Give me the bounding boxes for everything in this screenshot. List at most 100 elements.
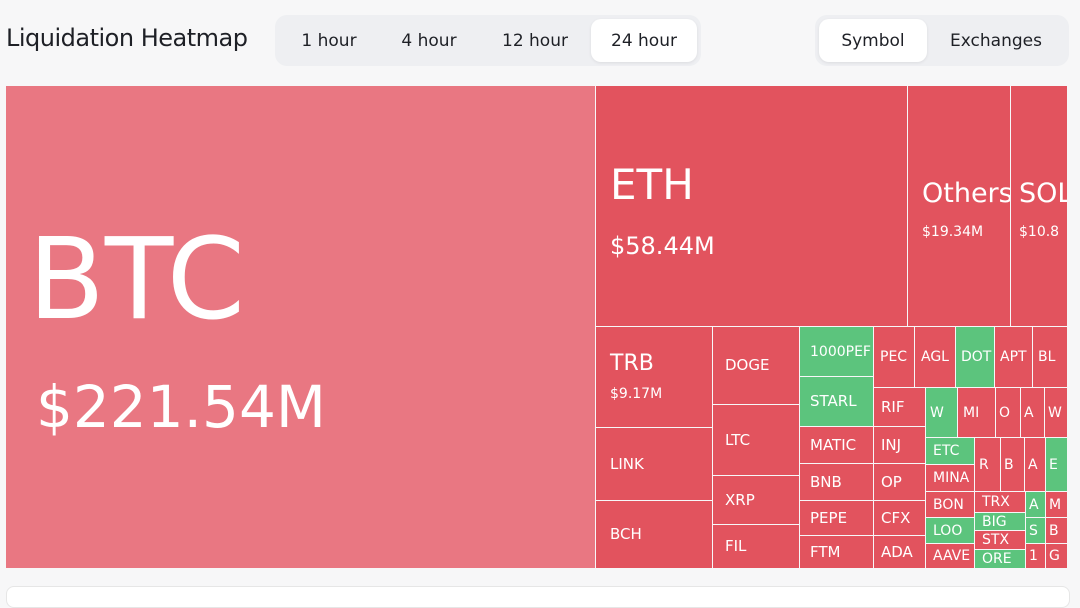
tab[interactable]: 12 hour [502,30,568,51]
tile-label: DOGE [725,356,770,374]
tile-label: TRB [610,351,654,376]
heatmap-tile[interactable]: ORE [975,550,1025,568]
tile-label: PEPE [810,508,848,527]
heatmap-tile[interactable]: TRX [975,492,1025,512]
heatmap-tile[interactable]: BTC $221.54M [6,86,595,568]
tile-label: FIL [725,537,747,555]
tile-value: $9.17M [610,386,663,402]
heatmap-tile[interactable]: BCH [596,501,712,568]
tile-label: BL [1038,349,1056,365]
tile-label: BIG [982,513,1007,530]
tile-label: A [1028,456,1038,473]
heatmap-tile[interactable]: 1000PEF [800,327,873,376]
tile-label: CFX [881,508,911,527]
heatmap-tile[interactable]: OP [874,464,925,500]
heatmap-tile[interactable]: TRB $9.17M [596,327,712,427]
heatmap-tile[interactable]: M [1046,492,1067,517]
heatmap-tile[interactable]: BNB [800,464,873,500]
heatmap-tile[interactable]: INJ [874,427,925,463]
tile-label: M [1049,496,1062,513]
heatmap-tile[interactable]: AAVE [926,544,974,568]
heatmap-tile[interactable]: R [975,438,1000,491]
heatmap-tile[interactable]: FTM [800,536,873,568]
tile-label: B [1004,456,1014,473]
tile-label: LTC [725,430,751,449]
heatmap-tile[interactable]: MATIC [800,427,873,463]
heatmap-tile[interactable]: B [1046,518,1067,543]
tile-label: R [979,456,989,473]
tile-label: BNB [810,472,842,491]
tab[interactable]: Symbol [819,19,927,62]
heatmap-tile[interactable]: XRP [713,476,799,524]
heatmap-tile[interactable]: BIG [975,513,1025,530]
heatmap-tile[interactable]: LTC [713,405,799,475]
view-tab-group: Symbol Exchanges [815,15,1069,66]
heatmap-tile[interactable]: DOGE [713,327,799,404]
tile-value: $221.54M [36,373,326,441]
tile-label: BTC [28,215,245,345]
heatmap-tile[interactable]: A [1025,438,1045,491]
tile-label: STARL [810,392,857,410]
tile-label: MI [963,404,980,421]
heatmap-tile[interactable]: W [926,388,957,437]
tile-label: LOO [933,522,963,539]
heatmap-tile[interactable]: W [1045,388,1067,437]
heatmap-tile[interactable]: 1 [1026,544,1045,568]
panel-edge [6,586,1070,608]
heatmap-tile[interactable]: BL [1033,327,1067,387]
heatmap-tile[interactable]: AGL [915,327,955,387]
heatmap-tile[interactable]: MI [958,388,995,437]
heatmap-tile[interactable]: STARL [800,377,873,426]
heatmap-tile[interactable]: G [1046,544,1067,568]
tile-label: ORE [982,551,1012,567]
heatmap-tile[interactable]: PEPE [800,501,873,535]
tile-label: TRX [982,494,1010,510]
tile-label: O [999,404,1011,421]
heatmap-tile[interactable]: A [1021,388,1044,437]
heatmap-tile[interactable]: LINK [596,428,712,500]
heatmap-tile[interactable]: MINA [926,465,974,491]
tile-label: STX [982,532,1010,548]
tile-value: $19.34M [922,224,984,240]
heatmap-tile[interactable]: Others $19.34M [908,86,1010,326]
heatmap-tile[interactable]: B [1001,438,1024,491]
tile-label: INJ [881,435,902,454]
tile-label: AAVE [933,548,971,564]
heatmap-tile[interactable]: RIF [874,388,925,426]
tile-label: XRP [725,490,755,509]
heatmap-tile[interactable]: ETC [926,438,974,464]
heatmap-tile[interactable]: O [996,388,1020,437]
tile-label: MINA [933,470,970,486]
tile-label: AGL [921,349,949,365]
heatmap-tile[interactable]: APT [995,327,1032,387]
tile-label: SOL [1019,178,1067,209]
heatmap-tile[interactable]: CFX [874,501,925,535]
tile-label: RIF [881,397,905,416]
tile-label: B [1049,522,1059,539]
tab[interactable]: Exchanges [950,30,1042,51]
tile-label: OP [881,472,902,491]
heatmap-tile[interactable]: ADA [874,536,925,568]
tile-value: $58.44M [610,232,715,260]
heatmap-tile[interactable]: ETH $58.44M [596,86,907,326]
tile-label: W [930,404,944,421]
tile-label: Others [922,178,1010,209]
heatmap-tile[interactable]: LOO [926,518,974,543]
heatmap-tile[interactable]: DOT [956,327,994,387]
heatmap-tile[interactable]: A [1026,492,1045,517]
heatmap-tile[interactable]: STX [975,531,1025,549]
tab[interactable]: 1 hour [301,30,357,51]
tile-label: G [1049,548,1060,564]
tile-value: $10.8 [1019,224,1060,240]
heatmap-tile[interactable]: BON [926,492,974,517]
tab[interactable]: 4 hour [401,30,457,51]
tile-label: ETC [933,443,960,459]
heatmap-tile[interactable]: S [1026,518,1045,543]
heatmap: BTC $221.54M ETH $58.44M Others $19.34M SOL $10… [6,86,1067,568]
tile-label: 1 [1029,548,1038,564]
heatmap-tile[interactable]: SOL $10.8 [1011,86,1067,326]
tab[interactable]: 24 hour [591,19,697,62]
heatmap-tile[interactable]: FIL [713,525,799,568]
heatmap-tile[interactable]: E [1046,438,1067,491]
heatmap-tile[interactable]: PEC [874,327,914,387]
